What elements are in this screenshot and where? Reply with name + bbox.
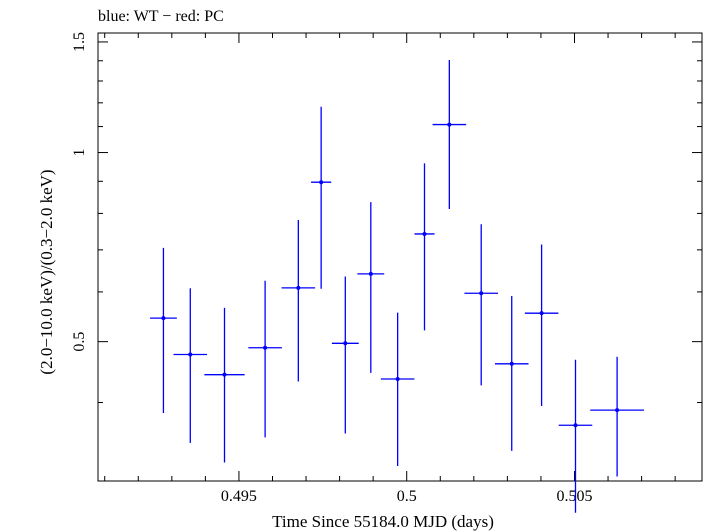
x-tick-label: 0.505 [556,488,592,505]
y-tick-label: 0.5 [71,332,88,352]
x-tick-label: 0.5 [397,488,417,505]
data-point [432,59,467,210]
data-point [204,307,245,463]
point-marker [573,423,578,428]
point-marker [447,122,452,127]
data-point [524,244,559,406]
chart-title: blue: WT − red: PC [98,8,224,25]
data-point [380,312,415,466]
point-marker [161,316,166,321]
data-point [464,224,498,386]
x-tick-label: 0.495 [221,488,257,505]
data-point [248,280,282,438]
data-point [414,163,435,331]
point-marker [395,377,400,382]
data-point [357,202,385,373]
plot-frame [97,32,703,482]
point-marker [296,285,301,290]
point-marker [422,231,427,236]
y-tick-label: 1 [71,149,88,157]
data-points [150,59,644,513]
data-point [150,247,177,413]
point-marker [479,291,484,296]
point-marker [343,341,348,346]
data-point [173,288,208,443]
data-point [494,296,529,451]
data-point [311,106,332,289]
point-marker [319,180,324,185]
point-marker [509,361,514,366]
data-point [558,359,593,513]
point-marker [222,372,227,377]
axis-ticks: 0.495 0.5 0.505 0.5 1 1.5 [71,32,702,505]
point-marker [188,352,193,357]
point-marker [368,271,373,276]
x-axis-label: Time Since 55184.0 MJD (days) [272,512,494,531]
data-point [331,276,359,434]
y-tick-label: 1.5 [71,32,88,52]
point-marker [539,311,544,316]
point-marker [263,345,268,350]
point-marker [615,408,620,413]
y-axis-label: (2.0−10.0 keV)/(0.3−2.0 keV) [37,169,56,374]
data-point [281,219,316,382]
data-point [590,356,644,477]
